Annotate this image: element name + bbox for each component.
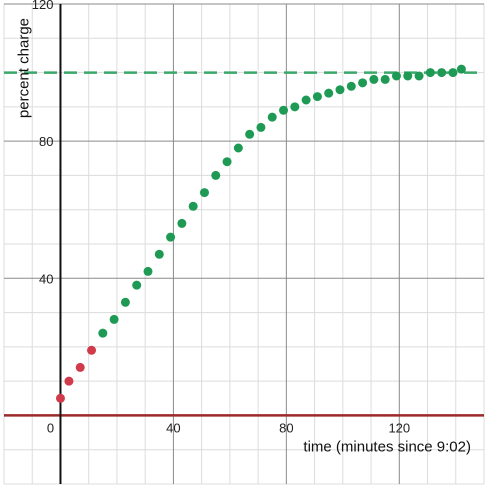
- minor-gridlines: [3, 4, 485, 485]
- data-point-green: [222, 157, 232, 167]
- data-point-green: [188, 201, 198, 211]
- data-point-green: [256, 122, 266, 132]
- data-point-green: [199, 188, 209, 198]
- x-tick-label: 80: [279, 420, 293, 435]
- data-point-green: [245, 129, 255, 139]
- data-point-green: [109, 314, 119, 324]
- data-point-green: [211, 170, 221, 180]
- data-point-green: [358, 78, 368, 88]
- data-point-green: [154, 249, 164, 259]
- y-tick-label: 120: [32, 0, 54, 12]
- data-point-green: [437, 68, 447, 78]
- data-point-green: [380, 74, 390, 84]
- data-point-green: [414, 71, 424, 81]
- y-axis-label: percent charge: [16, 18, 33, 118]
- data-point-green: [448, 68, 458, 78]
- data-point-green: [391, 71, 401, 81]
- data-point-red: [75, 362, 85, 372]
- tick-labels: 0 40 80 120 40 80 120: [32, 0, 410, 435]
- data-point-green: [267, 112, 277, 122]
- data-point-green: [132, 280, 142, 290]
- data-point-green: [143, 266, 153, 276]
- data-point-green: [456, 64, 466, 74]
- data-point-green: [369, 74, 379, 84]
- data-point-green: [233, 143, 243, 153]
- data-points: [55, 64, 466, 403]
- x-tick-label: 0: [47, 420, 54, 435]
- x-tick-label: 40: [166, 420, 180, 435]
- data-point-green: [177, 218, 187, 228]
- data-point-green: [301, 95, 311, 105]
- data-point-green: [166, 232, 176, 242]
- data-point-green: [425, 68, 435, 78]
- data-point-green: [290, 102, 300, 112]
- data-point-red: [87, 345, 97, 355]
- data-point-red: [64, 376, 74, 386]
- x-axis-label: time (minutes since 9:02): [303, 438, 471, 455]
- reference-lines: [4, 71, 484, 417]
- data-point-green: [98, 328, 108, 338]
- data-point-green: [335, 85, 345, 95]
- data-point-green: [346, 81, 356, 91]
- y-tick-label: 40: [39, 271, 53, 286]
- data-point-green: [403, 71, 413, 81]
- data-point-red: [55, 393, 65, 403]
- data-point-green: [312, 92, 322, 102]
- data-point-green: [120, 297, 130, 307]
- x-tick-label: 120: [388, 420, 410, 435]
- data-point-green: [324, 88, 334, 98]
- y-tick-label: 80: [39, 134, 53, 149]
- data-point-green: [279, 105, 289, 115]
